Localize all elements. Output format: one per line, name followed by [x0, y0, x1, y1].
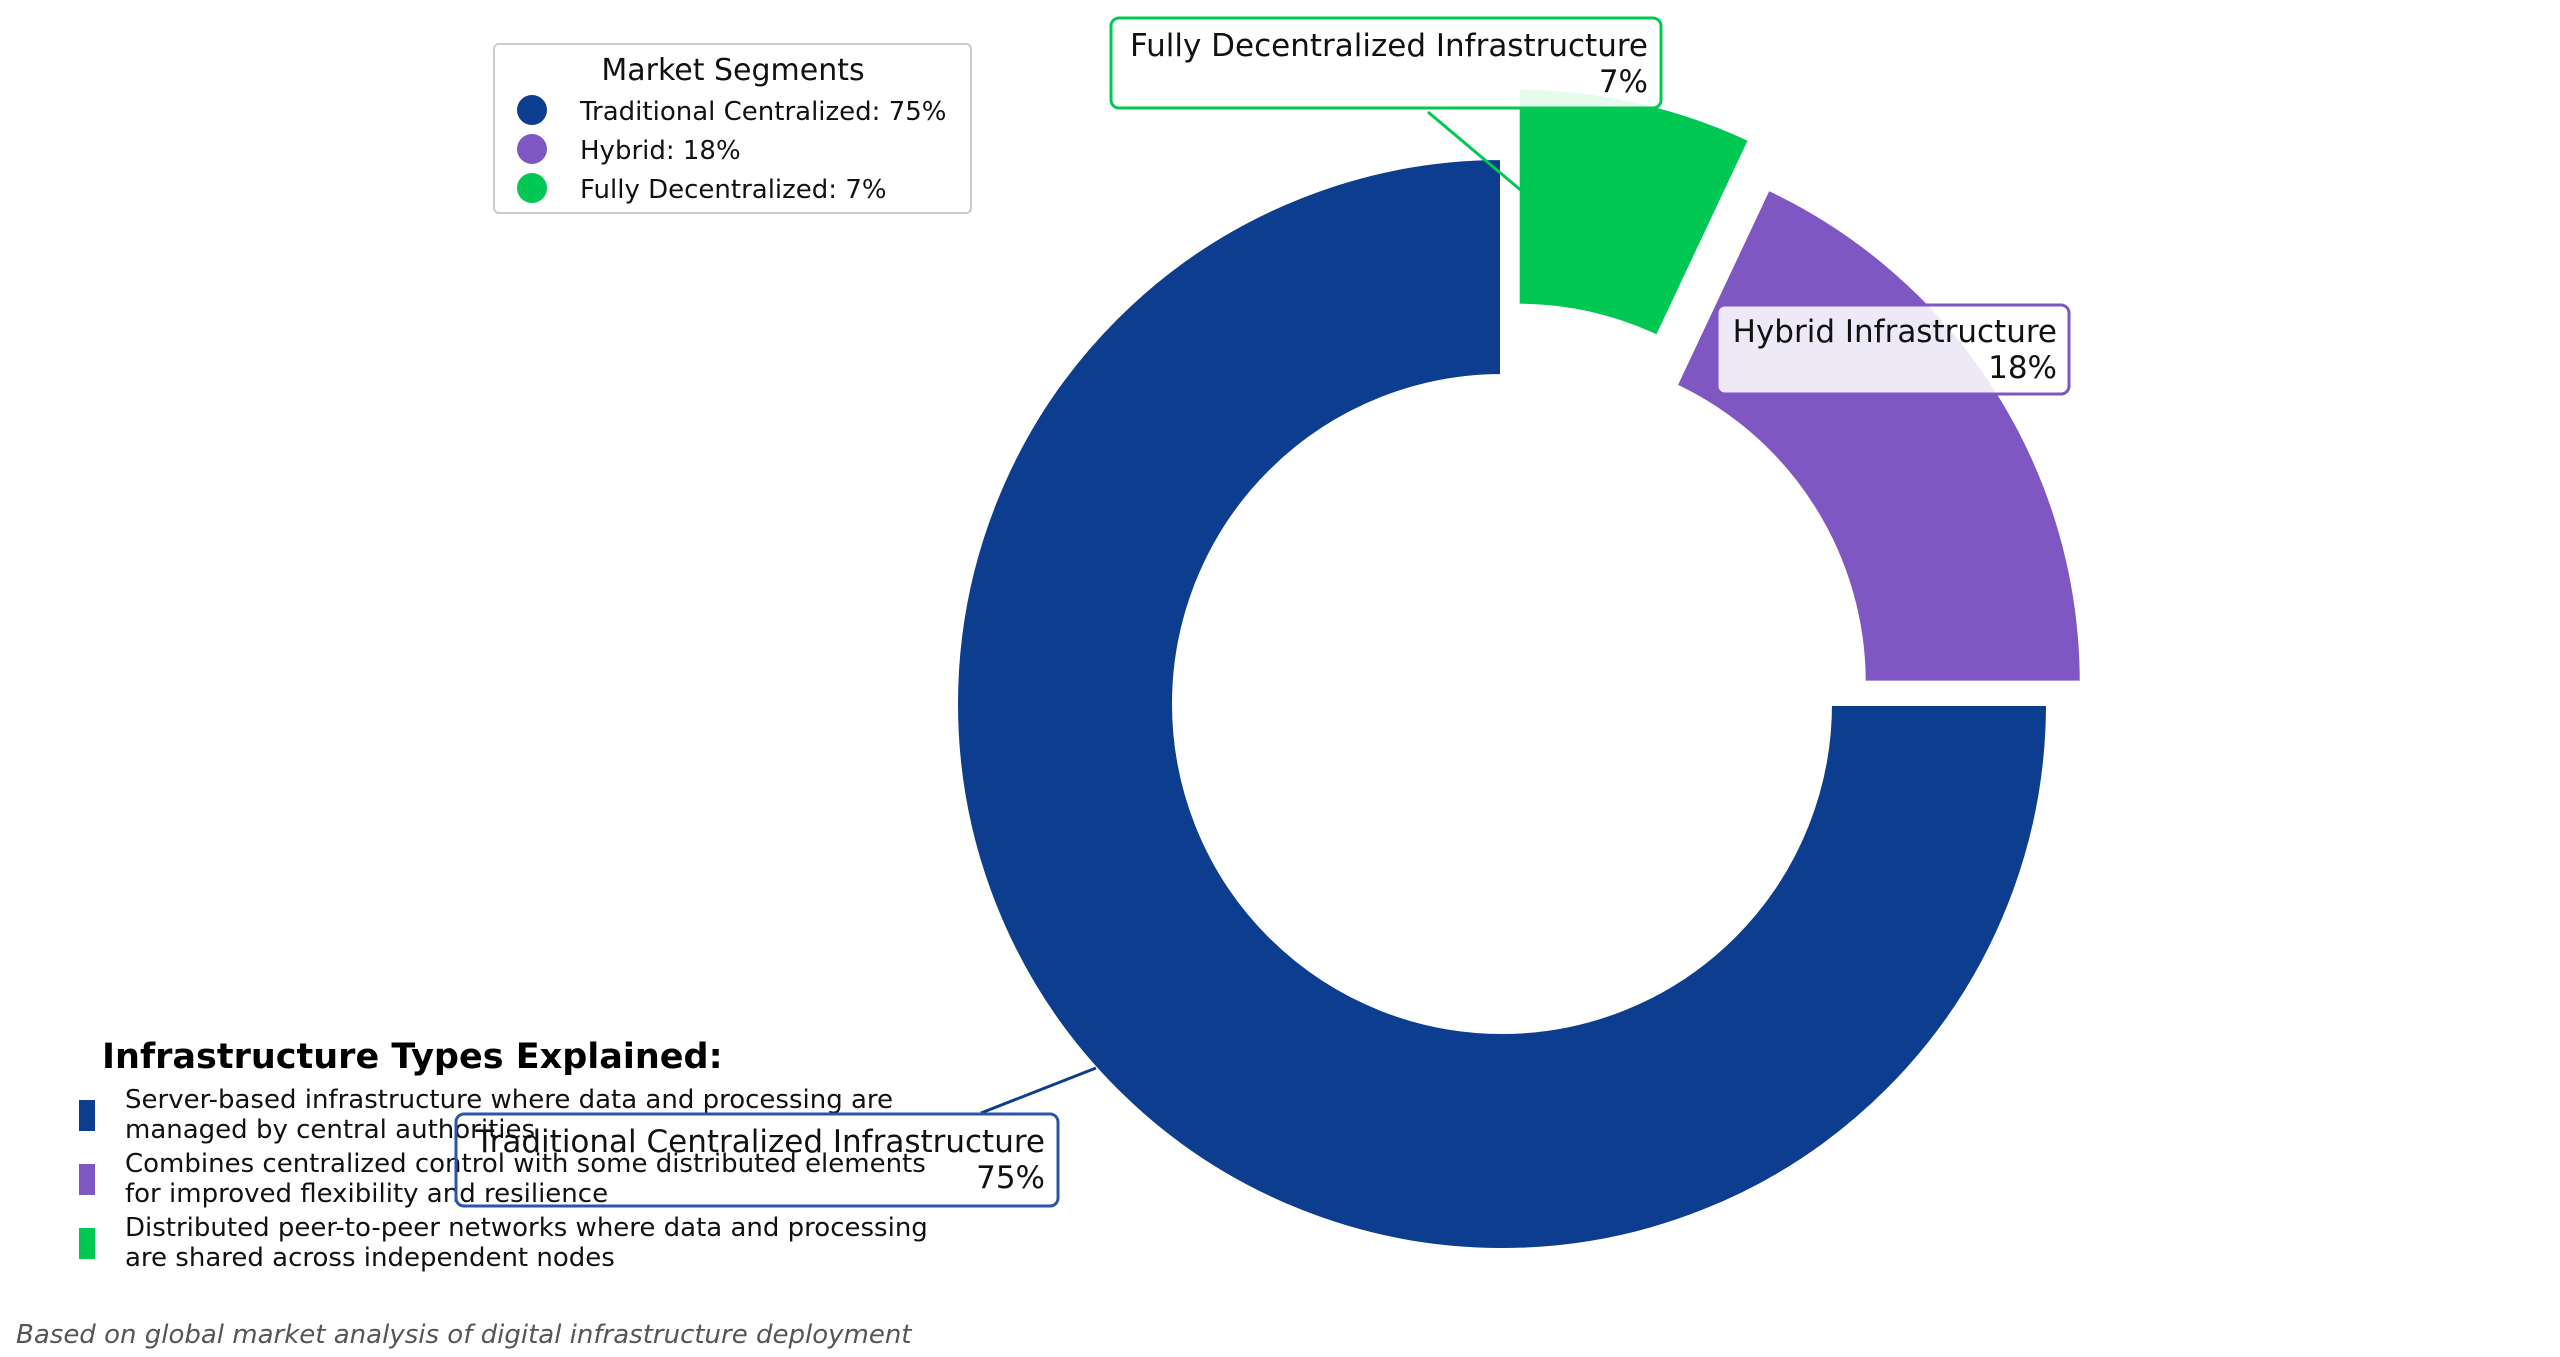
explanation-swatch-traditional: [79, 1100, 95, 1131]
connector-traditional: [980, 1066, 1097, 1115]
label-traditional-pct: 75%: [976, 1160, 1045, 1196]
explanation-swatch-fully-decentralized: [79, 1228, 95, 1259]
label-fully-decentralized-name: Fully Decentralized Infrastructure: [1130, 28, 1648, 64]
legend-marker-hybrid: [517, 134, 547, 164]
legend-box: [493, 43, 972, 214]
label-hybrid-name: Hybrid Infrastructure: [1733, 314, 2057, 350]
donut-slices: [954, 85, 2084, 1252]
label-hybrid-pct: 18%: [1988, 350, 2057, 386]
explanation-swatch-hybrid: [79, 1164, 95, 1195]
legend-title: Market Segments: [601, 53, 864, 88]
footnote: Based on global market analysis of digit…: [16, 1320, 912, 1350]
label-fully-decentralized-pct: 7%: [1599, 64, 1648, 100]
label-hybrid: Hybrid Infrastructure 18%: [1715, 303, 2071, 396]
legend-entry-fully-decentralized[interactable]: Fully Decentralized: 7%: [580, 175, 887, 205]
label-fully-decentralized: Fully Decentralized Infrastructure 7%: [1109, 16, 1663, 110]
explanation-traditional-line2: managed by central authorities: [125, 1115, 535, 1145]
connector-fully-decentralized: [1427, 110, 1524, 194]
legend-entry-traditional[interactable]: Traditional Centralized: 75%: [579, 97, 947, 127]
legend-marker-fully-decentralized: [517, 173, 547, 203]
explanation-hybrid-line2: for improved flexibility and resilience: [125, 1179, 608, 1209]
explanation-traditional-line1: Server-based infrastructure where data a…: [125, 1085, 893, 1115]
explanation: Infrastructure Types Explained: Server-b…: [79, 1037, 928, 1273]
legend: Market Segments Traditional Centralized:…: [493, 43, 972, 214]
explanation-fully-decentralized-line2: are shared across independent nodes: [125, 1243, 615, 1273]
label-traditional-name: Traditional Centralized Infrastructure: [474, 1124, 1045, 1160]
explanation-fully-decentralized-line1: Distributed peer-to-peer networks where …: [125, 1213, 928, 1243]
legend-entry-hybrid[interactable]: Hybrid: 18%: [580, 136, 741, 166]
slice-hybrid: [1672, 185, 2084, 685]
explanation-hybrid-line1: Combines centralized control with some d…: [125, 1149, 926, 1179]
legend-marker-traditional: [517, 95, 547, 125]
label-traditional: Traditional Centralized Infrastructure 7…: [454, 1112, 1060, 1208]
slice-traditional: [954, 155, 2051, 1252]
explanation-title: Infrastructure Types Explained:: [102, 1037, 723, 1077]
